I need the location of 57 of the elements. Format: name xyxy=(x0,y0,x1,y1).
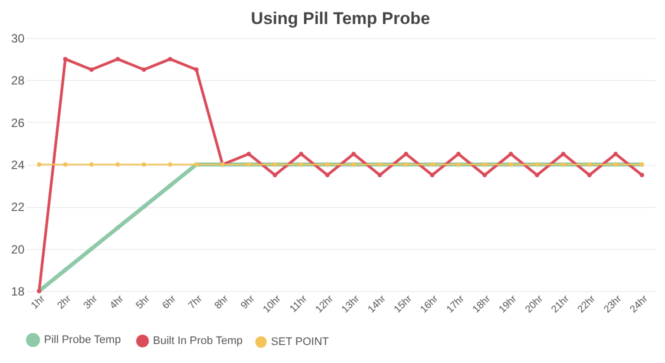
chart-title: Using Pill Temp Probe xyxy=(250,9,430,28)
point xyxy=(63,56,68,62)
point xyxy=(142,67,146,72)
y-tick-label: 18 xyxy=(11,284,25,298)
y-tick-label: 24 xyxy=(11,158,25,172)
point xyxy=(89,67,94,72)
x-tick-label: 10hr xyxy=(261,293,284,316)
y-tick-label: 22 xyxy=(11,200,25,214)
y-tick-label: 20 xyxy=(11,242,25,256)
point xyxy=(115,162,120,167)
point xyxy=(534,172,540,178)
legend-label: Pill Probe Temp xyxy=(44,334,121,346)
x-tick-label: 1hr xyxy=(29,293,48,312)
x-tick-label: 4hr xyxy=(108,293,126,312)
y-tick-label: 30 xyxy=(11,32,25,46)
point xyxy=(351,152,356,156)
point xyxy=(115,226,120,230)
point xyxy=(142,162,146,167)
point xyxy=(142,204,146,209)
legend-label: SET POINT xyxy=(271,336,330,348)
x-tick-label: 8hr xyxy=(212,293,232,312)
point xyxy=(89,162,94,167)
legend-label: Built In Prob Temp xyxy=(153,335,243,347)
y-tick-label: 28 xyxy=(11,74,25,88)
point xyxy=(613,152,618,156)
point xyxy=(404,152,408,156)
point xyxy=(63,268,68,272)
x-tick-label: 3hr xyxy=(82,293,100,312)
point xyxy=(482,172,487,178)
point xyxy=(272,172,278,178)
point xyxy=(298,152,304,156)
x-tick-label: 9hr xyxy=(239,293,258,312)
point xyxy=(561,152,566,156)
point xyxy=(456,152,461,156)
x-tick-label: 6hr xyxy=(160,293,179,312)
x-tick-label: 5hr xyxy=(134,293,153,312)
point xyxy=(640,172,644,178)
point xyxy=(378,172,382,178)
point xyxy=(115,56,120,62)
x-tick-label: 15hr xyxy=(392,293,415,316)
point xyxy=(508,152,514,156)
point xyxy=(168,162,172,167)
x-tick-label: 11hr xyxy=(288,293,310,315)
point xyxy=(587,172,592,178)
point xyxy=(89,246,94,252)
point xyxy=(246,152,252,156)
point xyxy=(430,172,434,178)
y-tick-label: 26 xyxy=(11,116,25,130)
x-tick-label: 7hr xyxy=(186,293,206,312)
point xyxy=(168,56,172,62)
x-tick-label: 2hr xyxy=(56,293,74,312)
point xyxy=(194,67,199,72)
point xyxy=(325,172,330,178)
point xyxy=(36,162,42,167)
point xyxy=(168,183,172,188)
x-tick-label: 17hr xyxy=(444,293,468,316)
point xyxy=(63,162,68,167)
